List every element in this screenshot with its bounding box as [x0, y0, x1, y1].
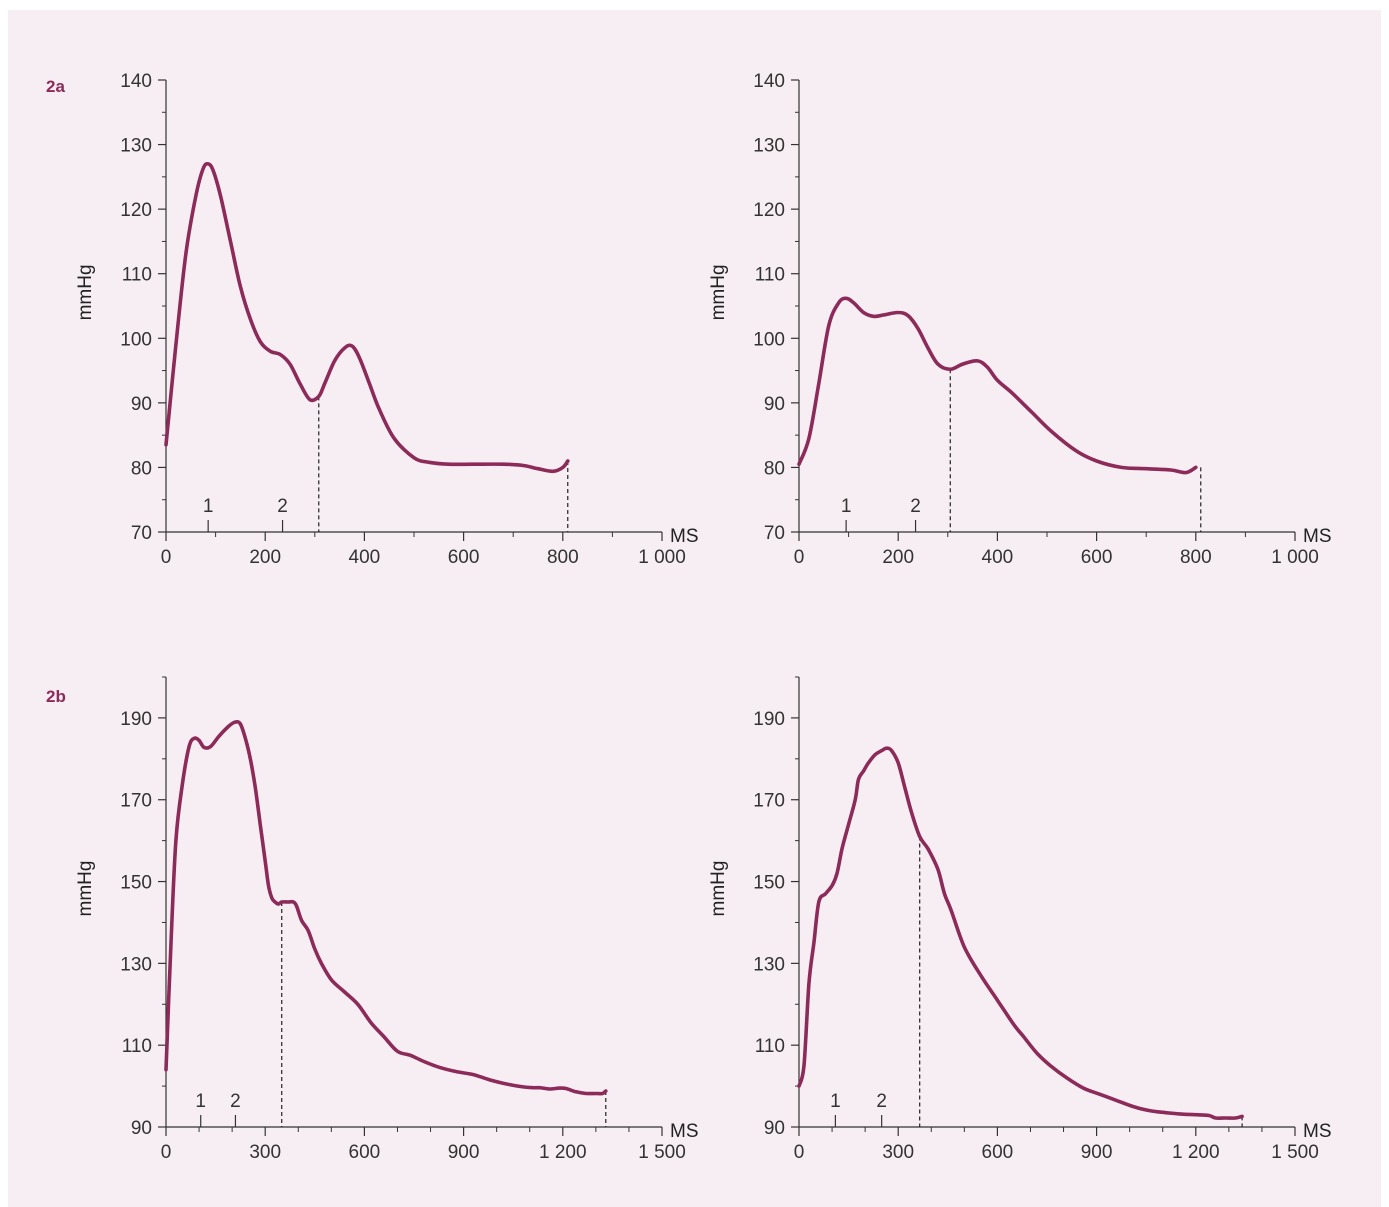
y-tick-label: 140: [120, 71, 152, 92]
y-axis-title: mmHg: [75, 861, 96, 917]
marker-label: 2: [277, 496, 288, 517]
marker-label: 1: [203, 496, 214, 517]
x-axis-title: MS: [1303, 1121, 1332, 1142]
y-tick-label: 150: [120, 873, 152, 894]
x-tick-label: 400: [349, 547, 381, 568]
chart-2: 70 80 90 100 110 120 130 140 0 200 400 600 800 1 000M…: [708, 71, 1332, 568]
x-tick-label: 0: [794, 1142, 805, 1163]
x-tick-label: 600: [448, 547, 480, 568]
figure: 2a 2b 70 80 90 100 110 120 130 140 0 200 400 600 800…: [8, 10, 1381, 1207]
pressure-curve: [797, 746, 1244, 1120]
y-tick-label: 110: [122, 1036, 152, 1057]
pressure-curve: [164, 161, 570, 474]
y-tick-label: 80: [764, 458, 785, 479]
x-axis-title: MS: [1303, 526, 1332, 547]
x-tick-label: 400: [982, 547, 1014, 568]
x-tick-label: 1 200: [1172, 1142, 1220, 1163]
x-tick-label: 1 200: [539, 1142, 587, 1163]
x-axis-title: MS: [670, 526, 699, 547]
y-tick-label: 170: [753, 791, 785, 812]
y-tick-label: 120: [753, 200, 785, 221]
y-tick-label: 90: [764, 394, 785, 415]
y-axis-title: mmHg: [708, 264, 729, 320]
y-tick-label: 130: [120, 954, 152, 975]
y-axis-title: mmHg: [708, 861, 729, 917]
x-tick-label: 1 500: [1271, 1142, 1319, 1163]
y-tick-label: 170: [120, 791, 152, 812]
marker-label: 1: [830, 1091, 841, 1112]
marker-label: 2: [910, 496, 921, 517]
x-tick-label: 1 000: [1271, 547, 1319, 568]
y-tick-label: 110: [755, 265, 785, 286]
y-tick-label: 110: [122, 265, 152, 286]
x-tick-label: 0: [161, 547, 172, 568]
y-tick-label: 140: [753, 71, 785, 92]
panel-label-2a: 2a: [46, 77, 65, 96]
x-tick-label: 200: [882, 547, 914, 568]
y-axis-title: mmHg: [75, 264, 96, 320]
y-tick-label: 130: [753, 954, 785, 975]
marker-label: 1: [195, 1091, 206, 1112]
y-tick-label: 90: [764, 1118, 785, 1139]
y-tick-label: 100: [120, 329, 152, 350]
pressure-curve: [797, 296, 1198, 475]
marker-label: 1: [841, 496, 852, 517]
y-tick-label: 190: [120, 709, 152, 730]
x-tick-label: 600: [982, 1142, 1014, 1163]
y-tick-label: 70: [131, 523, 152, 544]
panel-label-2b: 2b: [46, 687, 66, 706]
x-tick-label: 1 000: [638, 547, 686, 568]
marker-label: 2: [876, 1091, 887, 1112]
y-tick-label: 130: [753, 136, 785, 157]
x-tick-label: 600: [349, 1142, 381, 1163]
pressure-curve: [164, 719, 608, 1096]
y-tick-label: 120: [120, 200, 152, 221]
x-tick-label: 300: [882, 1142, 914, 1163]
x-tick-label: 800: [547, 547, 579, 568]
y-tick-label: 130: [120, 136, 152, 157]
x-axis-title: MS: [670, 1121, 699, 1142]
marker-label: 2: [230, 1091, 241, 1112]
x-tick-label: 900: [448, 1142, 480, 1163]
y-tick-label: 80: [131, 458, 152, 479]
y-tick-label: 110: [755, 1036, 785, 1057]
y-tick-label: 90: [131, 1118, 152, 1139]
y-tick-label: 150: [753, 873, 785, 894]
y-tick-label: 90: [131, 394, 152, 415]
y-tick-label: 190: [753, 709, 785, 730]
x-tick-label: 200: [249, 547, 281, 568]
x-tick-label: 600: [1081, 547, 1113, 568]
y-tick-label: 100: [753, 329, 785, 350]
chart-1: 70 80 90 100 110 120 130 140 0 200 400 600 800 1 000M…: [75, 71, 699, 568]
y-tick-label: 70: [764, 523, 785, 544]
x-tick-label: 900: [1081, 1142, 1113, 1163]
x-tick-label: 300: [249, 1142, 281, 1163]
x-tick-label: 0: [794, 547, 805, 568]
x-tick-label: 0: [161, 1142, 172, 1163]
x-tick-label: 800: [1180, 547, 1212, 568]
x-tick-label: 1 500: [638, 1142, 686, 1163]
